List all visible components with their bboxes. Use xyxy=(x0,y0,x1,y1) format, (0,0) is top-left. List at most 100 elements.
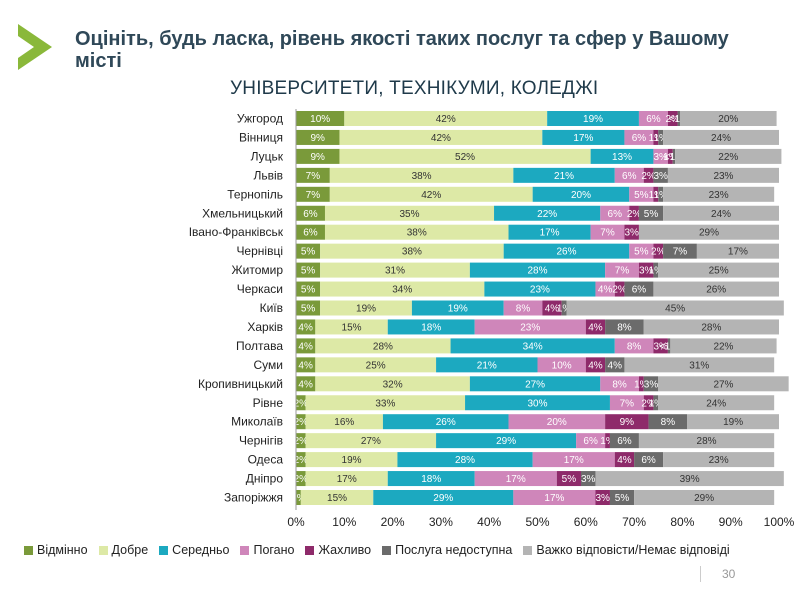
x-tick-label: 90% xyxy=(719,515,743,529)
bar-segment xyxy=(643,319,779,335)
category-label: Рівне xyxy=(253,396,284,410)
data-label: 1% xyxy=(649,398,664,409)
bar-segment xyxy=(450,338,615,354)
category-label: Ужгород xyxy=(237,112,283,126)
legend-label: Важко відповісти/Немає відповіді xyxy=(536,543,730,557)
bar-segment xyxy=(675,148,782,164)
bar-segment xyxy=(648,414,688,430)
data-label: 10% xyxy=(310,114,330,125)
x-tick-label: 0% xyxy=(287,515,305,529)
data-label: 5% xyxy=(634,247,649,258)
bar-segment xyxy=(324,205,495,221)
data-label: 5% xyxy=(301,304,316,315)
data-label: 5% xyxy=(301,247,316,258)
data-label: 1% xyxy=(634,379,649,390)
data-label: 2% xyxy=(294,398,309,409)
bar-segment xyxy=(513,490,596,505)
bar-segment xyxy=(305,433,437,449)
data-label: 23% xyxy=(709,455,729,466)
bar-segment xyxy=(296,319,316,335)
data-label: 4% xyxy=(608,360,623,371)
data-label: 1% xyxy=(649,266,664,277)
x-tick-label: 20% xyxy=(381,515,405,529)
bar-segment xyxy=(576,433,606,449)
data-label: 39% xyxy=(680,474,700,485)
bar-segment xyxy=(663,129,779,145)
data-label: 19% xyxy=(583,114,603,125)
bar-segment xyxy=(305,414,383,430)
data-label: 1% xyxy=(557,304,572,315)
data-label: 28% xyxy=(697,436,717,447)
data-label: 22% xyxy=(713,341,733,352)
bar-segment xyxy=(629,186,654,202)
data-label: 26% xyxy=(436,417,456,428)
bar-segment xyxy=(663,186,775,202)
data-label: 16% xyxy=(334,417,354,428)
bar-segment xyxy=(590,224,625,240)
bar-segment xyxy=(296,262,321,278)
bar-segment xyxy=(638,205,664,221)
category-label: Івано-Франківськ xyxy=(189,225,284,239)
legend-label: Жахливо xyxy=(318,543,372,557)
data-label: 3% xyxy=(581,474,596,485)
bar-segment xyxy=(605,414,649,430)
legend-label: Погано xyxy=(253,543,295,557)
data-label: 18% xyxy=(421,474,441,485)
legend-item: Добре xyxy=(98,543,149,557)
data-label: 34% xyxy=(523,341,543,352)
data-label: 6% xyxy=(583,436,598,447)
bar-segment xyxy=(653,129,659,145)
data-label: 22% xyxy=(718,152,738,163)
slide-arrow-icon xyxy=(18,24,52,70)
data-label: 2% xyxy=(294,474,309,485)
data-label: 4% xyxy=(617,455,632,466)
x-tick-label: 80% xyxy=(670,515,694,529)
bar-segment xyxy=(624,281,654,297)
data-label: <1% xyxy=(659,341,679,352)
data-label: 23% xyxy=(713,171,733,182)
bar-segment xyxy=(677,111,680,126)
bar-segment xyxy=(634,490,775,505)
bar-segment xyxy=(566,300,784,316)
data-label: 6% xyxy=(632,285,647,296)
data-label: 2% xyxy=(651,247,666,258)
bar-segment xyxy=(397,452,533,468)
data-label: 1% xyxy=(291,493,306,504)
bar-segment xyxy=(634,452,664,468)
data-label: 29% xyxy=(496,436,516,447)
data-label: 17% xyxy=(506,474,526,485)
data-label: <1% xyxy=(664,152,684,163)
bar-segment xyxy=(305,395,466,411)
bar-segment xyxy=(296,452,306,468)
bar-segment xyxy=(296,186,330,202)
data-label: 6% xyxy=(632,133,647,144)
bar-segment xyxy=(696,243,779,259)
data-label: 17% xyxy=(564,455,584,466)
data-label: 42% xyxy=(421,190,441,201)
bar-segment xyxy=(315,376,470,392)
bar-segment xyxy=(638,111,668,126)
stacked-bar-chart: Ужгород 10% 42% 19% 6% 2%<1% 20%Вінниця 9% 42% 17… xyxy=(189,109,795,529)
data-label: 9% xyxy=(311,152,326,163)
data-label: 33% xyxy=(375,398,395,409)
data-label: 21% xyxy=(554,171,574,182)
bar-segment xyxy=(629,205,639,221)
bar-segment xyxy=(556,471,581,487)
data-label: 6% xyxy=(617,436,632,447)
bar-segment xyxy=(503,243,630,259)
legend-label: Добре xyxy=(111,543,149,557)
bar-segment xyxy=(600,205,630,221)
bar-segment xyxy=(653,338,668,354)
bar-segment xyxy=(513,167,615,183)
data-label: 17% xyxy=(573,133,593,144)
data-label: 4% xyxy=(298,360,313,371)
category-label: Полтава xyxy=(236,339,283,353)
data-label: 1% xyxy=(663,152,678,163)
bar-segment xyxy=(537,357,586,373)
data-label: 24% xyxy=(706,398,726,409)
data-label: 17% xyxy=(544,493,564,504)
bar-segment xyxy=(315,338,451,354)
data-label: 6% xyxy=(608,209,623,220)
data-label: 20% xyxy=(718,114,738,125)
x-tick-label: 50% xyxy=(525,515,549,529)
